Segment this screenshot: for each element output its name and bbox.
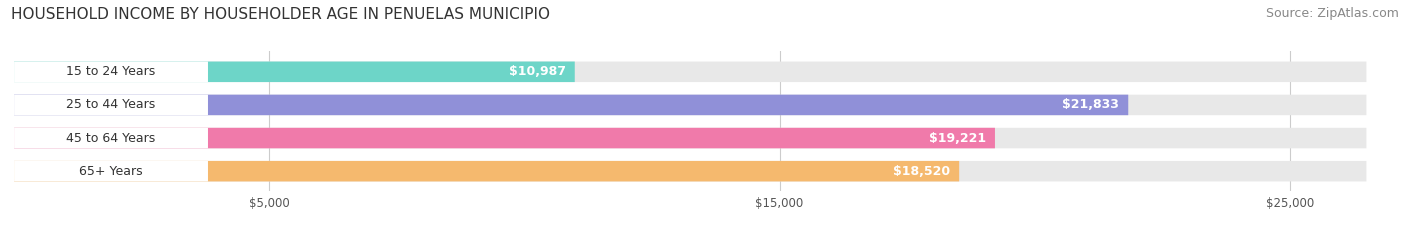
Text: HOUSEHOLD INCOME BY HOUSEHOLDER AGE IN PENUELAS MUNICIPIO: HOUSEHOLD INCOME BY HOUSEHOLDER AGE IN P…	[11, 7, 550, 22]
FancyBboxPatch shape	[14, 95, 1128, 115]
FancyBboxPatch shape	[14, 128, 995, 148]
Text: $21,833: $21,833	[1062, 98, 1119, 111]
FancyBboxPatch shape	[14, 95, 208, 115]
Text: 25 to 44 Years: 25 to 44 Years	[66, 98, 156, 111]
Text: $18,520: $18,520	[893, 165, 950, 178]
Text: 65+ Years: 65+ Years	[79, 165, 143, 178]
FancyBboxPatch shape	[14, 161, 959, 182]
FancyBboxPatch shape	[14, 62, 208, 82]
FancyBboxPatch shape	[14, 161, 208, 182]
Text: 45 to 64 Years: 45 to 64 Years	[66, 132, 156, 144]
Text: 15 to 24 Years: 15 to 24 Years	[66, 65, 156, 78]
FancyBboxPatch shape	[14, 128, 208, 148]
Text: $10,987: $10,987	[509, 65, 565, 78]
FancyBboxPatch shape	[14, 95, 1367, 115]
FancyBboxPatch shape	[14, 62, 1367, 82]
FancyBboxPatch shape	[14, 161, 1367, 182]
Text: $19,221: $19,221	[928, 132, 986, 144]
Text: Source: ZipAtlas.com: Source: ZipAtlas.com	[1265, 7, 1399, 20]
FancyBboxPatch shape	[14, 62, 575, 82]
FancyBboxPatch shape	[14, 128, 1367, 148]
